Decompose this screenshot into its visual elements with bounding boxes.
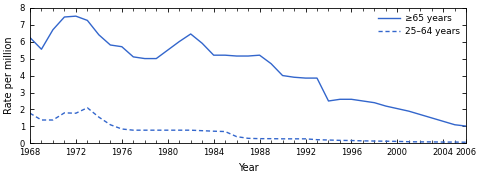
25–64 years [360,140,365,142]
≥65 years [360,100,365,102]
≥65 years [348,98,354,100]
≥65 years [96,34,102,36]
25–64 years [371,140,376,142]
≥65 years [462,125,468,127]
≥65 years [290,76,296,78]
≥65 years [256,54,262,56]
≥65 years [38,48,44,50]
25–64 years [165,129,170,131]
≥65 years [302,77,308,79]
25–64 years [61,112,67,114]
25–64 years [130,129,136,131]
≥65 years [233,55,239,57]
25–64 years [313,139,319,141]
25–64 years [96,116,102,118]
≥65 years [107,44,113,46]
25–64 years [245,137,251,139]
25–64 years [142,129,147,131]
25–64 years [336,139,342,141]
25–64 years [451,141,457,143]
25–64 years [176,129,182,131]
≥65 years [428,117,434,119]
≥65 years [84,19,90,21]
25–64 years [210,130,216,132]
25–64 years [268,138,274,140]
25–64 years [27,112,33,114]
25–64 years [302,138,308,140]
Y-axis label: Rate per million: Rate per million [4,37,14,114]
≥65 years [73,15,79,17]
25–64 years [382,140,388,142]
≥65 years [176,41,182,43]
25–64 years [394,140,399,142]
≥65 years [165,49,170,51]
≥65 years [187,33,193,35]
≥65 years [119,46,124,48]
25–64 years [107,124,113,126]
25–64 years [440,141,445,143]
≥65 years [50,29,56,31]
25–64 years [290,138,296,140]
25–64 years [428,141,434,143]
≥65 years [268,63,274,65]
≥65 years [279,75,285,77]
25–64 years [348,139,354,142]
25–64 years [73,112,79,114]
≥65 years [222,54,228,56]
≥65 years [371,102,376,104]
≥65 years [61,16,67,18]
25–64 years [405,141,411,143]
25–64 years [417,141,422,143]
X-axis label: Year: Year [237,163,258,173]
25–64 years [187,129,193,131]
25–64 years [325,139,331,141]
≥65 years [325,100,331,102]
25–64 years [279,138,285,140]
25–64 years [84,107,90,109]
≥65 years [142,58,147,60]
25–64 years [153,129,159,131]
≥65 years [313,77,319,79]
25–64 years [119,128,124,130]
≥65 years [336,98,342,100]
≥65 years [199,42,204,44]
≥65 years [27,36,33,39]
≥65 years [130,56,136,58]
25–64 years [222,130,228,133]
25–64 years [199,130,204,132]
Legend: ≥65 years, 25–64 years: ≥65 years, 25–64 years [373,10,463,40]
≥65 years [405,110,411,112]
Line: ≥65 years: ≥65 years [30,16,465,126]
Line: 25–64 years: 25–64 years [30,108,465,142]
25–64 years [256,138,262,140]
≥65 years [210,54,216,56]
≥65 years [451,124,457,126]
≥65 years [440,120,445,122]
≥65 years [153,58,159,60]
≥65 years [382,105,388,107]
25–64 years [38,119,44,121]
25–64 years [462,141,468,143]
≥65 years [417,113,422,116]
25–64 years [233,136,239,138]
25–64 years [50,119,56,121]
≥65 years [245,55,251,57]
≥65 years [394,108,399,110]
